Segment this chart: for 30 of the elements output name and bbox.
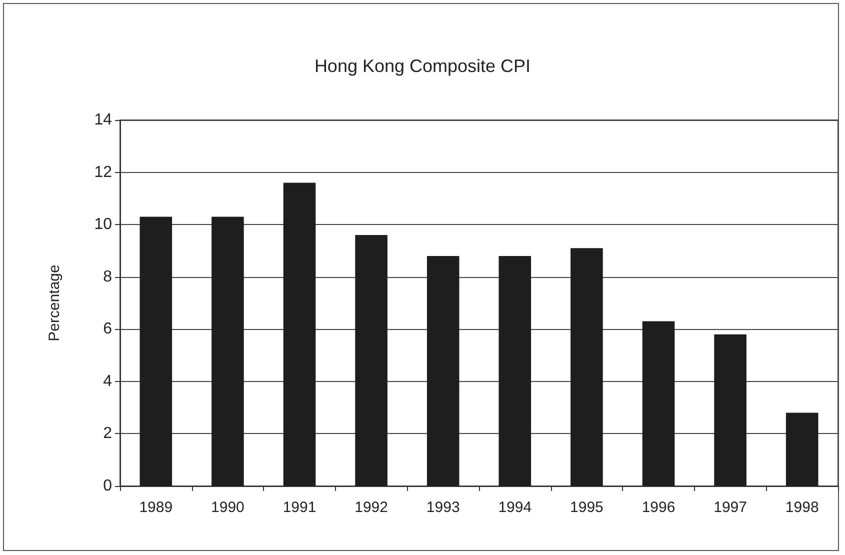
x-tick-label: 1992 xyxy=(354,499,388,516)
y-tick-label: 14 xyxy=(94,112,112,128)
x-tick-label: 1990 xyxy=(211,499,244,516)
x-tick-label: 1993 xyxy=(426,499,460,516)
bar xyxy=(140,216,172,486)
bar xyxy=(212,216,244,486)
bar xyxy=(355,235,388,486)
x-tick-label: 1997 xyxy=(714,499,747,516)
y-tick-label: 6 xyxy=(103,320,112,338)
bar xyxy=(498,256,532,486)
y-tick-label: 10 xyxy=(94,216,112,234)
chart-title: Hong Kong Composite CPI xyxy=(314,56,531,76)
bar xyxy=(714,334,746,486)
bar xyxy=(570,248,603,486)
bar xyxy=(642,321,675,486)
y-tick-label: 12 xyxy=(94,164,112,181)
x-tick-label: 1996 xyxy=(642,499,676,516)
bar xyxy=(786,412,818,486)
bar xyxy=(426,256,460,486)
y-tick-label: 4 xyxy=(103,372,112,390)
x-tick-label: 1994 xyxy=(498,499,532,516)
x-tick-label: 1998 xyxy=(785,499,819,516)
x-tick-label: 1995 xyxy=(570,499,604,516)
y-tick-label: 0 xyxy=(103,478,112,494)
x-tick-label: 1991 xyxy=(282,499,316,516)
y-tick-label: 2 xyxy=(103,425,112,442)
y-axis-title: Percentage xyxy=(46,264,63,342)
x-tick-label: 1989 xyxy=(139,499,173,516)
y-tick-label: 8 xyxy=(103,268,112,286)
bar xyxy=(283,182,316,486)
